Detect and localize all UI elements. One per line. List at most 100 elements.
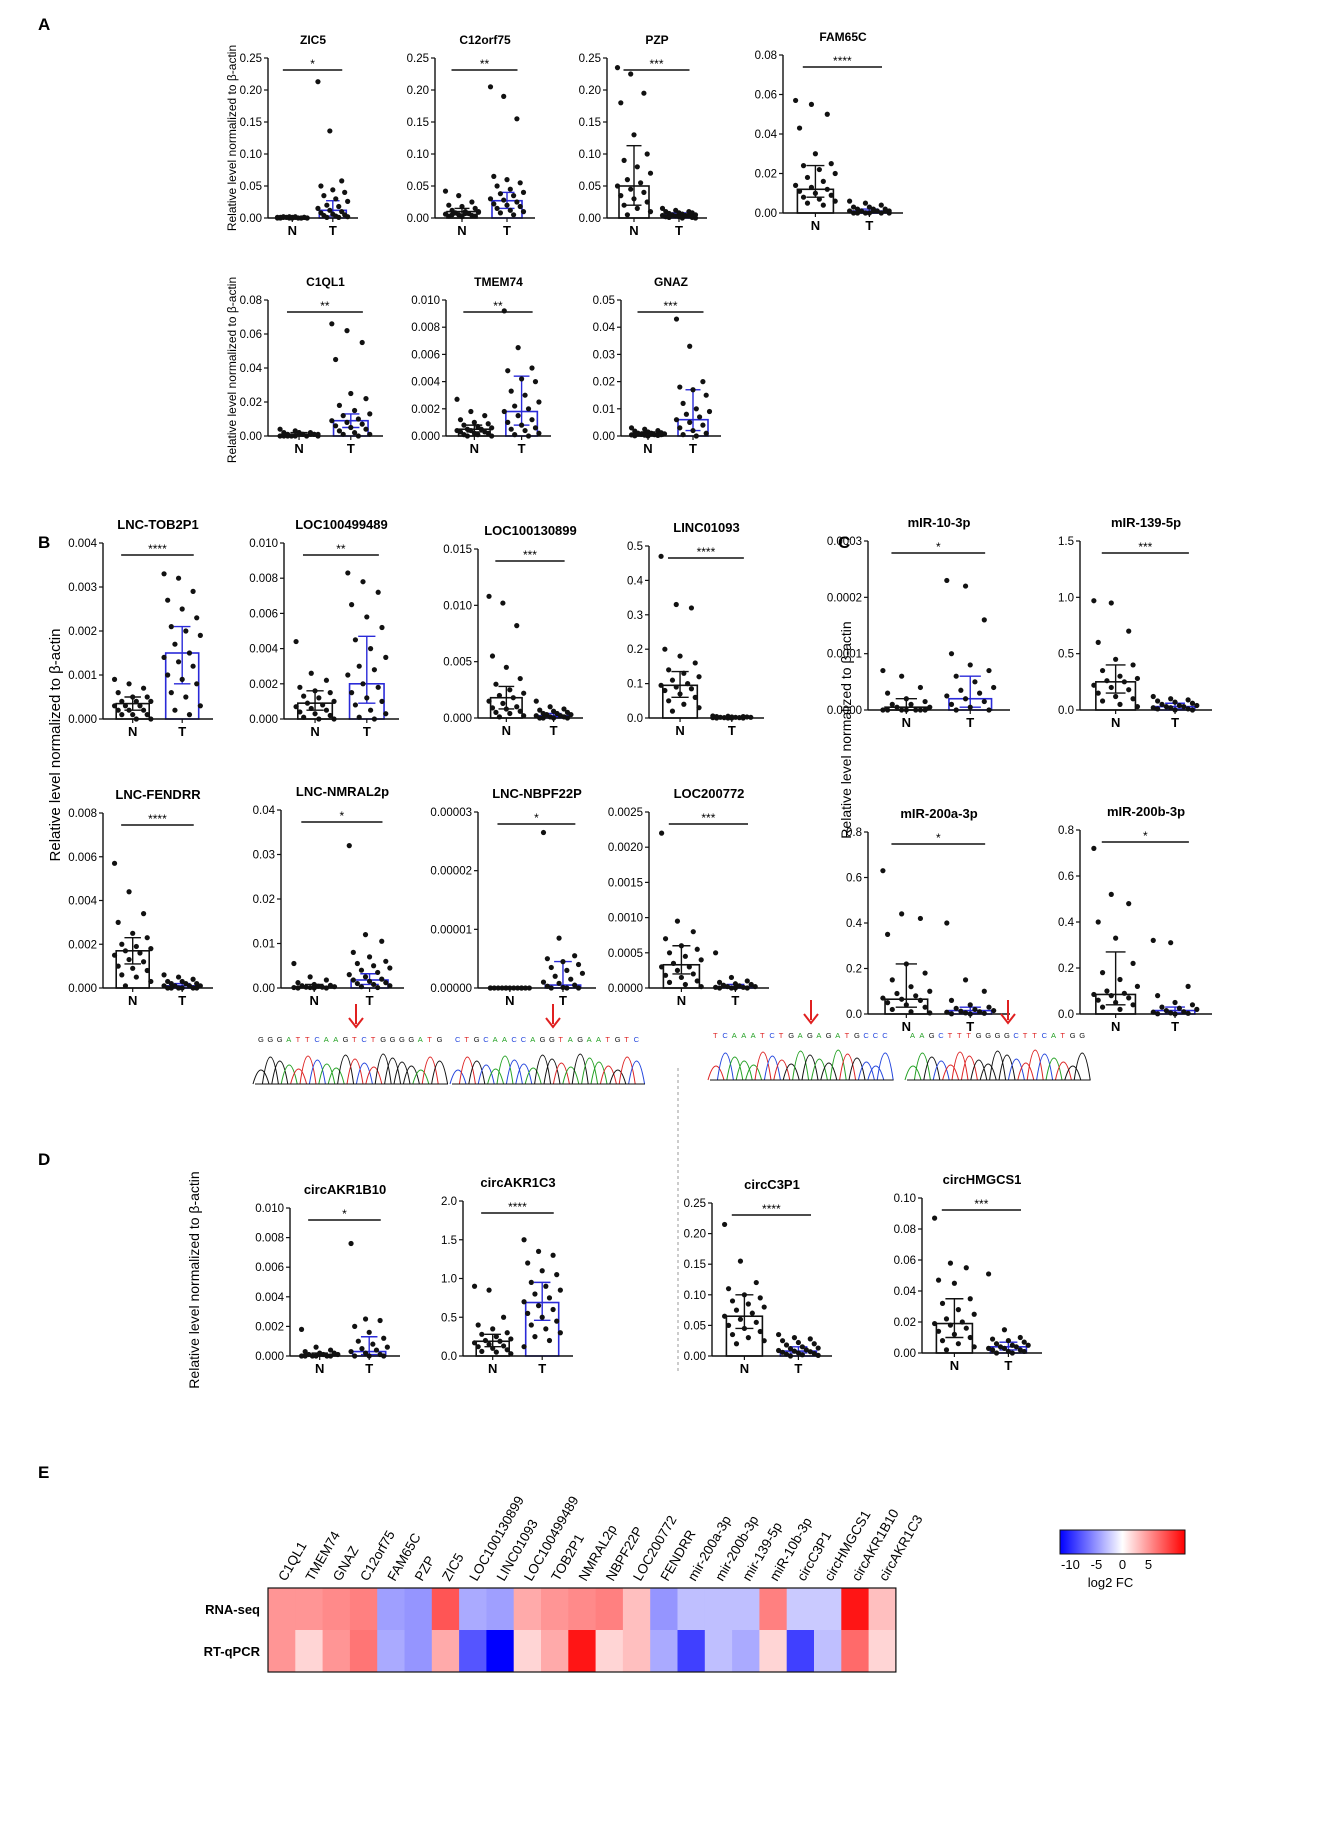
y-tick-label: 0.02 [240, 397, 262, 409]
data-point-N [291, 960, 297, 967]
data-point-N [510, 695, 516, 701]
sequence-base: C [873, 1031, 879, 1040]
data-point-N [137, 950, 143, 956]
x-tick-label: N [675, 723, 684, 738]
x-tick-label: T [689, 441, 697, 456]
data-point-T [557, 1287, 563, 1293]
heatmap-cell [268, 1588, 296, 1631]
data-point-N [935, 1328, 942, 1334]
data-point-T [807, 1349, 813, 1355]
heatmap-row-label: RT-qPCR [204, 1644, 261, 1659]
chromatogram-peak [932, 1060, 950, 1081]
data-point-T [854, 206, 861, 212]
y-tick-label: 0.4 [846, 918, 863, 930]
chromatogram-peak [960, 1055, 978, 1081]
data-point-T [366, 978, 373, 984]
data-point-N [971, 1311, 977, 1317]
chromatogram-peak [979, 1063, 997, 1081]
data-point-T [517, 203, 523, 210]
data-point-N [115, 963, 121, 969]
data-point-T [550, 1252, 556, 1258]
data-point-T [350, 977, 356, 983]
significance-label: * [936, 831, 941, 845]
y-tick-label: 0.20 [684, 1229, 706, 1241]
heatmap-cell [513, 1588, 542, 1631]
data-point-T [387, 965, 393, 971]
data-point-N [1095, 997, 1101, 1003]
data-point-T [186, 650, 193, 656]
subplot-loc100130899: LOC100130899 0.000 0.005 0.010 0.015 N T *** [443, 523, 583, 738]
data-point-T [1155, 993, 1161, 999]
subplot-tmem74: TMEM74 0.000 0.002 0.004 0.006 0.008 0.010 N T ** [411, 275, 551, 456]
data-point-N [943, 1347, 950, 1353]
data-point-T [532, 1334, 538, 1340]
y-tick-label: 0.15 [407, 117, 429, 129]
y-tick-label: 0.002 [411, 404, 440, 416]
data-point-T [351, 407, 358, 414]
data-point-T [190, 588, 196, 595]
data-point-N [144, 694, 150, 700]
data-point-N [908, 1009, 914, 1015]
subplot-loc100499489: LOC100499489 0.000 0.002 0.004 0.006 0.008 0.0… [249, 517, 399, 739]
data-point-T [1025, 1342, 1031, 1348]
data-point-T [552, 973, 558, 979]
data-point-N [955, 1307, 961, 1313]
data-point-N [828, 192, 834, 198]
data-point-N [323, 977, 329, 983]
data-point-T [501, 197, 507, 203]
y-tick-label: 0.00 [240, 431, 262, 443]
data-point-T [355, 416, 361, 422]
y-tick-label: 0.010 [255, 1203, 284, 1215]
data-point-N [122, 983, 129, 989]
colorbar-label: log2 FC [1088, 1575, 1134, 1590]
data-point-N [880, 868, 886, 874]
data-point-N [951, 1280, 958, 1286]
data-point-N [899, 673, 905, 679]
data-point-N [500, 1343, 507, 1349]
data-point-N [148, 946, 154, 952]
heatmap-cell [814, 1630, 842, 1673]
y-tick-label: 2.0 [441, 1196, 457, 1208]
significance-label: **** [762, 1202, 781, 1216]
subplot-title: LINC01093 [673, 520, 739, 535]
data-point-T [359, 1346, 365, 1352]
chromatogram-peak [942, 1064, 960, 1081]
heatmap-border [267, 1587, 897, 1673]
data-point-N [446, 202, 452, 208]
data-point-N [486, 1287, 492, 1293]
data-point-N [733, 1341, 740, 1347]
data-point-N [490, 1345, 496, 1351]
data-point-N [757, 1295, 763, 1301]
data-point-T [561, 706, 567, 712]
data-point-T [519, 376, 525, 382]
data-point-T [179, 606, 185, 612]
x-tick-label: T [366, 993, 374, 1008]
y-tick-label: 0.08 [240, 295, 262, 307]
data-point-N [737, 1258, 744, 1264]
data-point-N [313, 1344, 319, 1350]
data-point-N [674, 918, 681, 924]
data-point-T [847, 198, 853, 204]
significance-label: * [534, 811, 539, 825]
y-tick-label: 0.00 [593, 431, 615, 443]
data-point-T [986, 1345, 992, 1351]
data-point-T [736, 983, 742, 989]
heatmap-cell [841, 1588, 870, 1631]
y-tick-label: 0.0 [627, 713, 643, 725]
subplot-title: mIR-200a-3p [900, 806, 977, 821]
data-point-T [967, 662, 973, 668]
data-point-T [1005, 1338, 1012, 1344]
data-point-N [148, 698, 154, 705]
data-point-N [880, 995, 886, 1001]
data-point-N [122, 948, 129, 954]
data-point-T [1168, 705, 1174, 711]
sequence-base: C [455, 1035, 461, 1044]
data-point-T [528, 1322, 534, 1328]
chromatogram-peak [431, 1060, 449, 1085]
chromatogram-peak [707, 1065, 725, 1081]
data-point-T [962, 977, 969, 983]
data-point-T [1159, 1004, 1165, 1010]
x-tick-label: N [629, 223, 638, 238]
data-point-N [800, 163, 807, 169]
chromatogram-peak [393, 1061, 411, 1085]
